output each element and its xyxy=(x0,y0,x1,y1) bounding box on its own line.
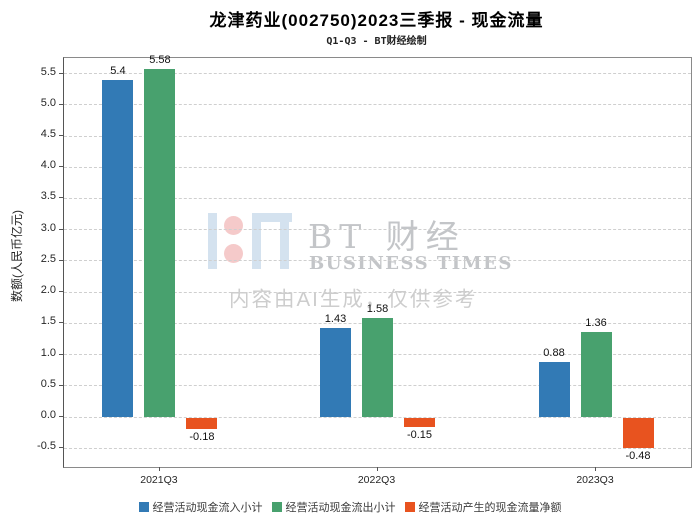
y-tick-mark xyxy=(59,228,63,230)
y-tick-label: 4.5 xyxy=(40,128,56,141)
x-tick-mark xyxy=(158,467,160,471)
bar-value-label: 1.43 xyxy=(324,312,347,325)
watermark-brand-en: BUSINESS TIMES xyxy=(309,253,513,274)
bar xyxy=(622,418,654,448)
y-tick-label: -0.5 xyxy=(37,440,56,453)
bar-value-label: 5.4 xyxy=(110,64,126,77)
y-tick-label: 3.5 xyxy=(40,190,56,203)
logo-pi-shape xyxy=(252,213,292,222)
y-tick-label: 5.0 xyxy=(40,96,56,109)
watermark-ai-note: 内容由AI生成，仅供参考 xyxy=(229,288,478,311)
legend-label: 经营活动产生的现金流量净额 xyxy=(418,502,562,514)
gridline xyxy=(64,291,691,293)
y-tick-mark xyxy=(59,322,63,324)
gridline xyxy=(64,197,691,199)
chart-title: 龙津药业(002750)2023三季报 - 现金流量 xyxy=(209,11,544,30)
legend-label: 经营活动现金流出小计 xyxy=(285,502,396,514)
y-tick-label: 5.5 xyxy=(40,65,56,78)
y-tick-mark xyxy=(59,291,63,293)
y-tick-label: 3.0 xyxy=(40,221,56,234)
y-tick-mark xyxy=(59,197,63,199)
legend-swatch-icon xyxy=(138,502,149,512)
watermark: BT 财经 BUSINESS TIMES 内容由AI生成，仅供参考 xyxy=(64,58,691,467)
bar xyxy=(144,68,176,418)
y-tick-label: 1.0 xyxy=(40,346,56,359)
bar xyxy=(404,418,435,428)
y-tick-mark xyxy=(59,447,63,449)
bar xyxy=(320,327,351,418)
bar-value-label: 1.58 xyxy=(366,303,389,316)
y-tick-mark xyxy=(59,259,63,261)
logo-dot-shape xyxy=(224,244,243,263)
gridline xyxy=(64,447,691,449)
bt-logo-icon xyxy=(208,213,300,270)
plot-area: BT 财经 BUSINESS TIMES 内容由AI生成，仅供参考 5.4 5.5… xyxy=(63,53,692,468)
bar xyxy=(580,332,612,418)
legend-label: 经营活动现金流入小计 xyxy=(152,502,263,514)
y-tick-label: 1.5 xyxy=(40,315,56,328)
bar-value-label: 0.88 xyxy=(543,347,565,360)
x-tick-label: 2023Q3 xyxy=(576,474,614,486)
logo-pi-shape xyxy=(280,213,289,269)
x-tick-label: 2021Q3 xyxy=(140,474,178,486)
y-tick-mark xyxy=(59,416,63,418)
gridline xyxy=(64,416,691,418)
y-tick-label: 2.5 xyxy=(40,252,56,265)
logo-pi-shape xyxy=(252,213,261,269)
y-tick-mark xyxy=(59,103,63,105)
y-tick-mark xyxy=(59,166,63,168)
y-tick-mark xyxy=(59,72,63,74)
x-tick-mark xyxy=(376,467,378,471)
y-tick-label: 0.0 xyxy=(40,409,56,422)
gridline xyxy=(64,260,691,262)
bar-value-label: 5.58 xyxy=(149,53,171,66)
gridline xyxy=(64,104,691,106)
bar xyxy=(186,418,218,430)
x-tick-label: 2022Q3 xyxy=(357,474,396,486)
bar xyxy=(102,79,134,418)
logo-dot-shape xyxy=(224,216,243,235)
x-tick-mark xyxy=(595,467,596,471)
bar xyxy=(362,318,393,418)
bar-value-label: -0.18 xyxy=(189,431,215,444)
bar-value-label: 1.36 xyxy=(585,317,607,330)
chart-subtitle: Q1-Q3 - BT财经绘制 xyxy=(326,36,427,47)
gridline xyxy=(64,73,691,75)
y-tick-mark xyxy=(59,135,63,137)
gridline xyxy=(64,135,691,137)
legend-item: 经营活动产生的现金流量净额 xyxy=(404,499,562,515)
legend-item: 经营活动现金流出小计 xyxy=(271,499,396,515)
bar-value-label: -0.15 xyxy=(406,429,433,442)
y-tick-label: 2.0 xyxy=(40,284,56,297)
gridline xyxy=(64,229,691,231)
bar xyxy=(538,362,570,418)
y-tick-mark xyxy=(59,353,63,355)
legend-swatch-icon xyxy=(404,502,415,512)
legend: 经营活动现金流入小计 经营活动现金流出小计 经营活动产生的现金流量净额 xyxy=(0,499,700,515)
bar-value-label: -0.48 xyxy=(625,450,651,463)
gridline xyxy=(64,166,691,168)
logo-bar-shape xyxy=(208,213,217,269)
legend-swatch-icon xyxy=(271,502,282,512)
legend-item: 经营活动现金流入小计 xyxy=(138,499,263,515)
watermark-brand-cn: BT 财经 xyxy=(308,217,466,256)
y-tick-label: 0.5 xyxy=(40,377,56,390)
y-tick-mark xyxy=(59,384,63,386)
y-tick-label: 4.0 xyxy=(40,159,56,172)
